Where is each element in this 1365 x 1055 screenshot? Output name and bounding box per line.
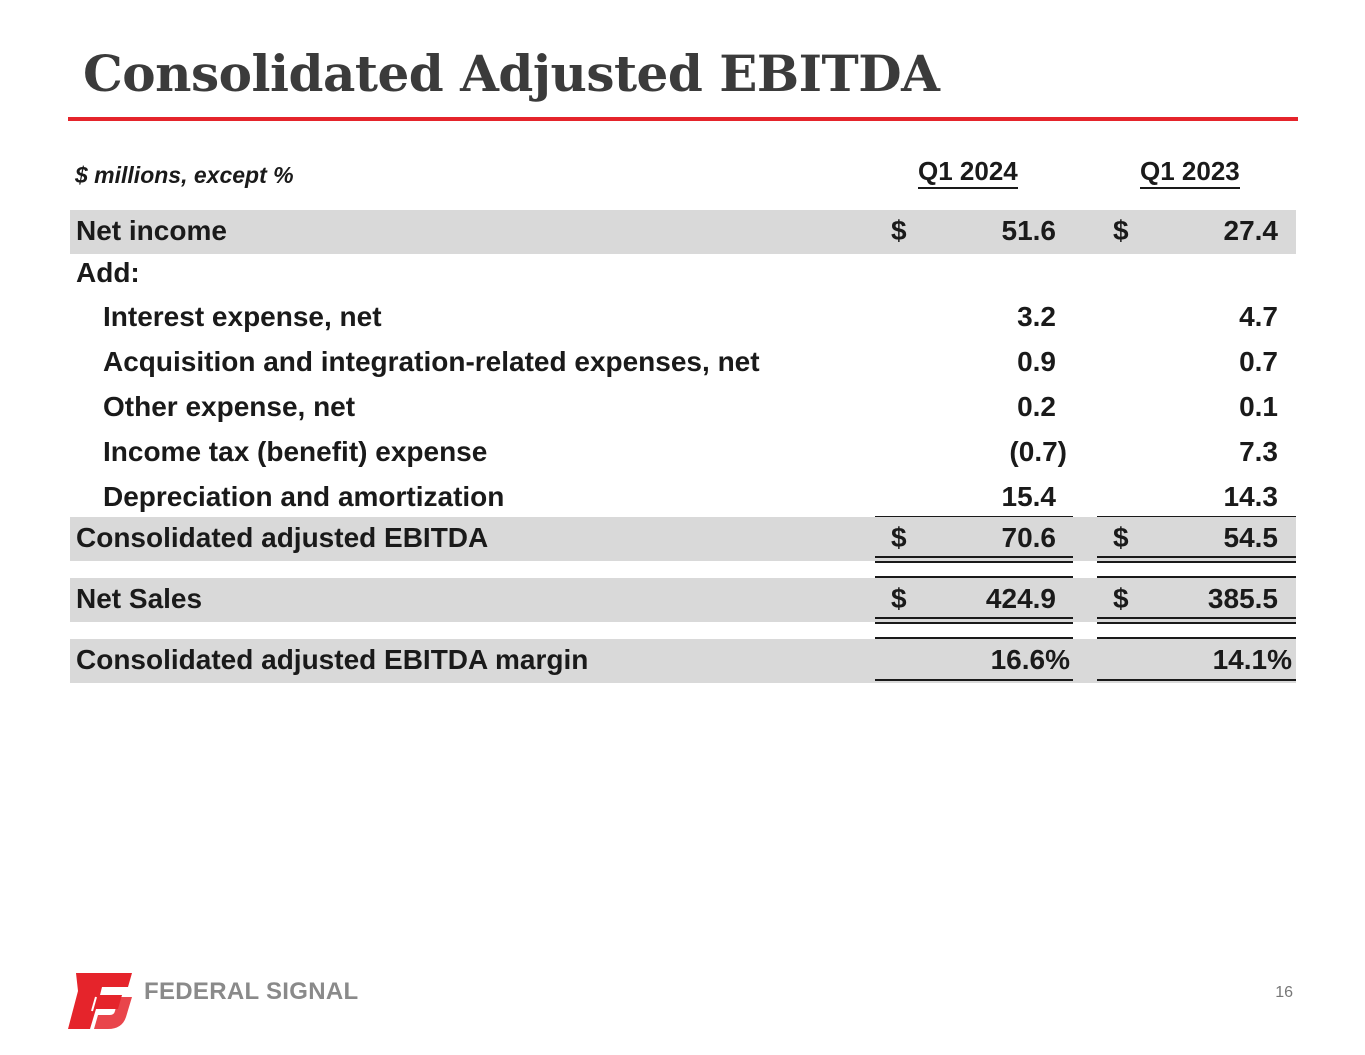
value-q1-2024: 16.6% — [990, 644, 1070, 675]
value-q1-2024: 70.6 — [1001, 522, 1057, 553]
value-q1-2023: 4.7 — [1239, 301, 1278, 332]
value-q1-2024: 0.2 — [1017, 391, 1056, 422]
row-label: Depreciation and amortization — [103, 481, 505, 512]
bottom-rule — [1097, 679, 1296, 681]
column-header-q1-2023: Q1 2023 — [1140, 155, 1240, 189]
value-q1-2023: 54.5 — [1223, 522, 1279, 553]
page-number: 16 — [1275, 984, 1293, 1001]
value-q1-2023: 0.1 — [1239, 391, 1278, 422]
units-note: $ millions, except % — [75, 162, 294, 188]
row-label: Interest expense, net — [103, 301, 382, 332]
table-row-net-income: Net income $ 51.6 $ 27.4 — [0, 210, 1365, 254]
table-row-other-expense: Other expense, net 0.2 0.1 — [0, 386, 1365, 430]
currency-symbol: $ — [891, 522, 907, 553]
value-q1-2023: 27.4 — [1223, 215, 1279, 246]
table-row-income-tax: Income tax (benefit) expense (0.7) 7.3 — [0, 431, 1365, 475]
value-q1-2024: 51.6 — [1001, 215, 1057, 246]
subtotal-rule — [875, 637, 1073, 639]
title-underline — [68, 117, 1298, 121]
value-q1-2024: 3.2 — [1017, 301, 1056, 332]
row-label: Acquisition and integration-related expe… — [103, 346, 760, 377]
table-row-depreciation: Depreciation and amortization 15.4 14.3 — [0, 476, 1365, 520]
value-q1-2024: (0.7) — [1009, 436, 1067, 467]
federal-signal-logo — [68, 973, 132, 1029]
value-q1-2023: 14.1% — [1212, 644, 1292, 675]
table-row-net-sales: Net Sales $ 424.9 $ 385.5 — [0, 578, 1365, 622]
row-label: Consolidated adjusted EBITDA — [76, 522, 489, 553]
row-label: Other expense, net — [103, 391, 356, 422]
value-q1-2024: 0.9 — [1017, 346, 1056, 377]
currency-symbol: $ — [1113, 215, 1129, 246]
total-double-rule — [1097, 617, 1296, 619]
value-q1-2023: 385.5 — [1207, 583, 1278, 614]
total-double-rule — [875, 561, 1073, 563]
value-q1-2023: 0.7 — [1239, 346, 1278, 377]
bottom-rule — [875, 679, 1073, 681]
subtotal-rule — [1097, 637, 1296, 639]
table-row-interest-expense: Interest expense, net 3.2 4.7 — [0, 296, 1365, 340]
value-q1-2023: 14.3 — [1223, 481, 1279, 512]
total-double-rule — [875, 622, 1073, 624]
column-header-q1-2024: Q1 2024 — [918, 155, 1018, 189]
total-double-rule — [1097, 561, 1296, 563]
logo-wordmark: FEDERAL SIGNAL — [144, 978, 359, 1005]
currency-symbol: $ — [891, 215, 907, 246]
subtotal-rule — [875, 576, 1073, 578]
row-label: Income tax (benefit) expense — [103, 436, 488, 467]
total-double-rule — [1097, 622, 1296, 624]
row-label: Consolidated adjusted EBITDA margin — [76, 644, 589, 675]
value-q1-2024: 424.9 — [985, 583, 1056, 614]
total-double-rule — [875, 617, 1073, 619]
row-label: Net income — [76, 215, 227, 246]
table-row-acquisition-expenses: Acquisition and integration-related expe… — [0, 341, 1365, 385]
row-label: Net Sales — [76, 583, 203, 614]
value-q1-2023: 7.3 — [1239, 436, 1278, 467]
currency-symbol: $ — [891, 583, 907, 614]
total-double-rule — [875, 556, 1073, 558]
subtotal-rule — [1097, 576, 1296, 578]
total-double-rule — [1097, 556, 1296, 558]
slide-title: Consolidated Adjusted EBITDA — [83, 44, 940, 103]
table-row-add: Add: — [0, 252, 1365, 296]
table-row-adjusted-ebitda: Consolidated adjusted EBITDA $ 70.6 $ 54… — [0, 517, 1365, 561]
currency-symbol: $ — [1113, 583, 1129, 614]
table-row-ebitda-margin: Consolidated adjusted EBITDA margin 16.6… — [0, 639, 1365, 683]
row-label: Add: — [76, 257, 140, 288]
currency-symbol: $ — [1113, 522, 1129, 553]
value-q1-2024: 15.4 — [1001, 481, 1057, 512]
fs-logo-mark-icon — [68, 973, 132, 1029]
